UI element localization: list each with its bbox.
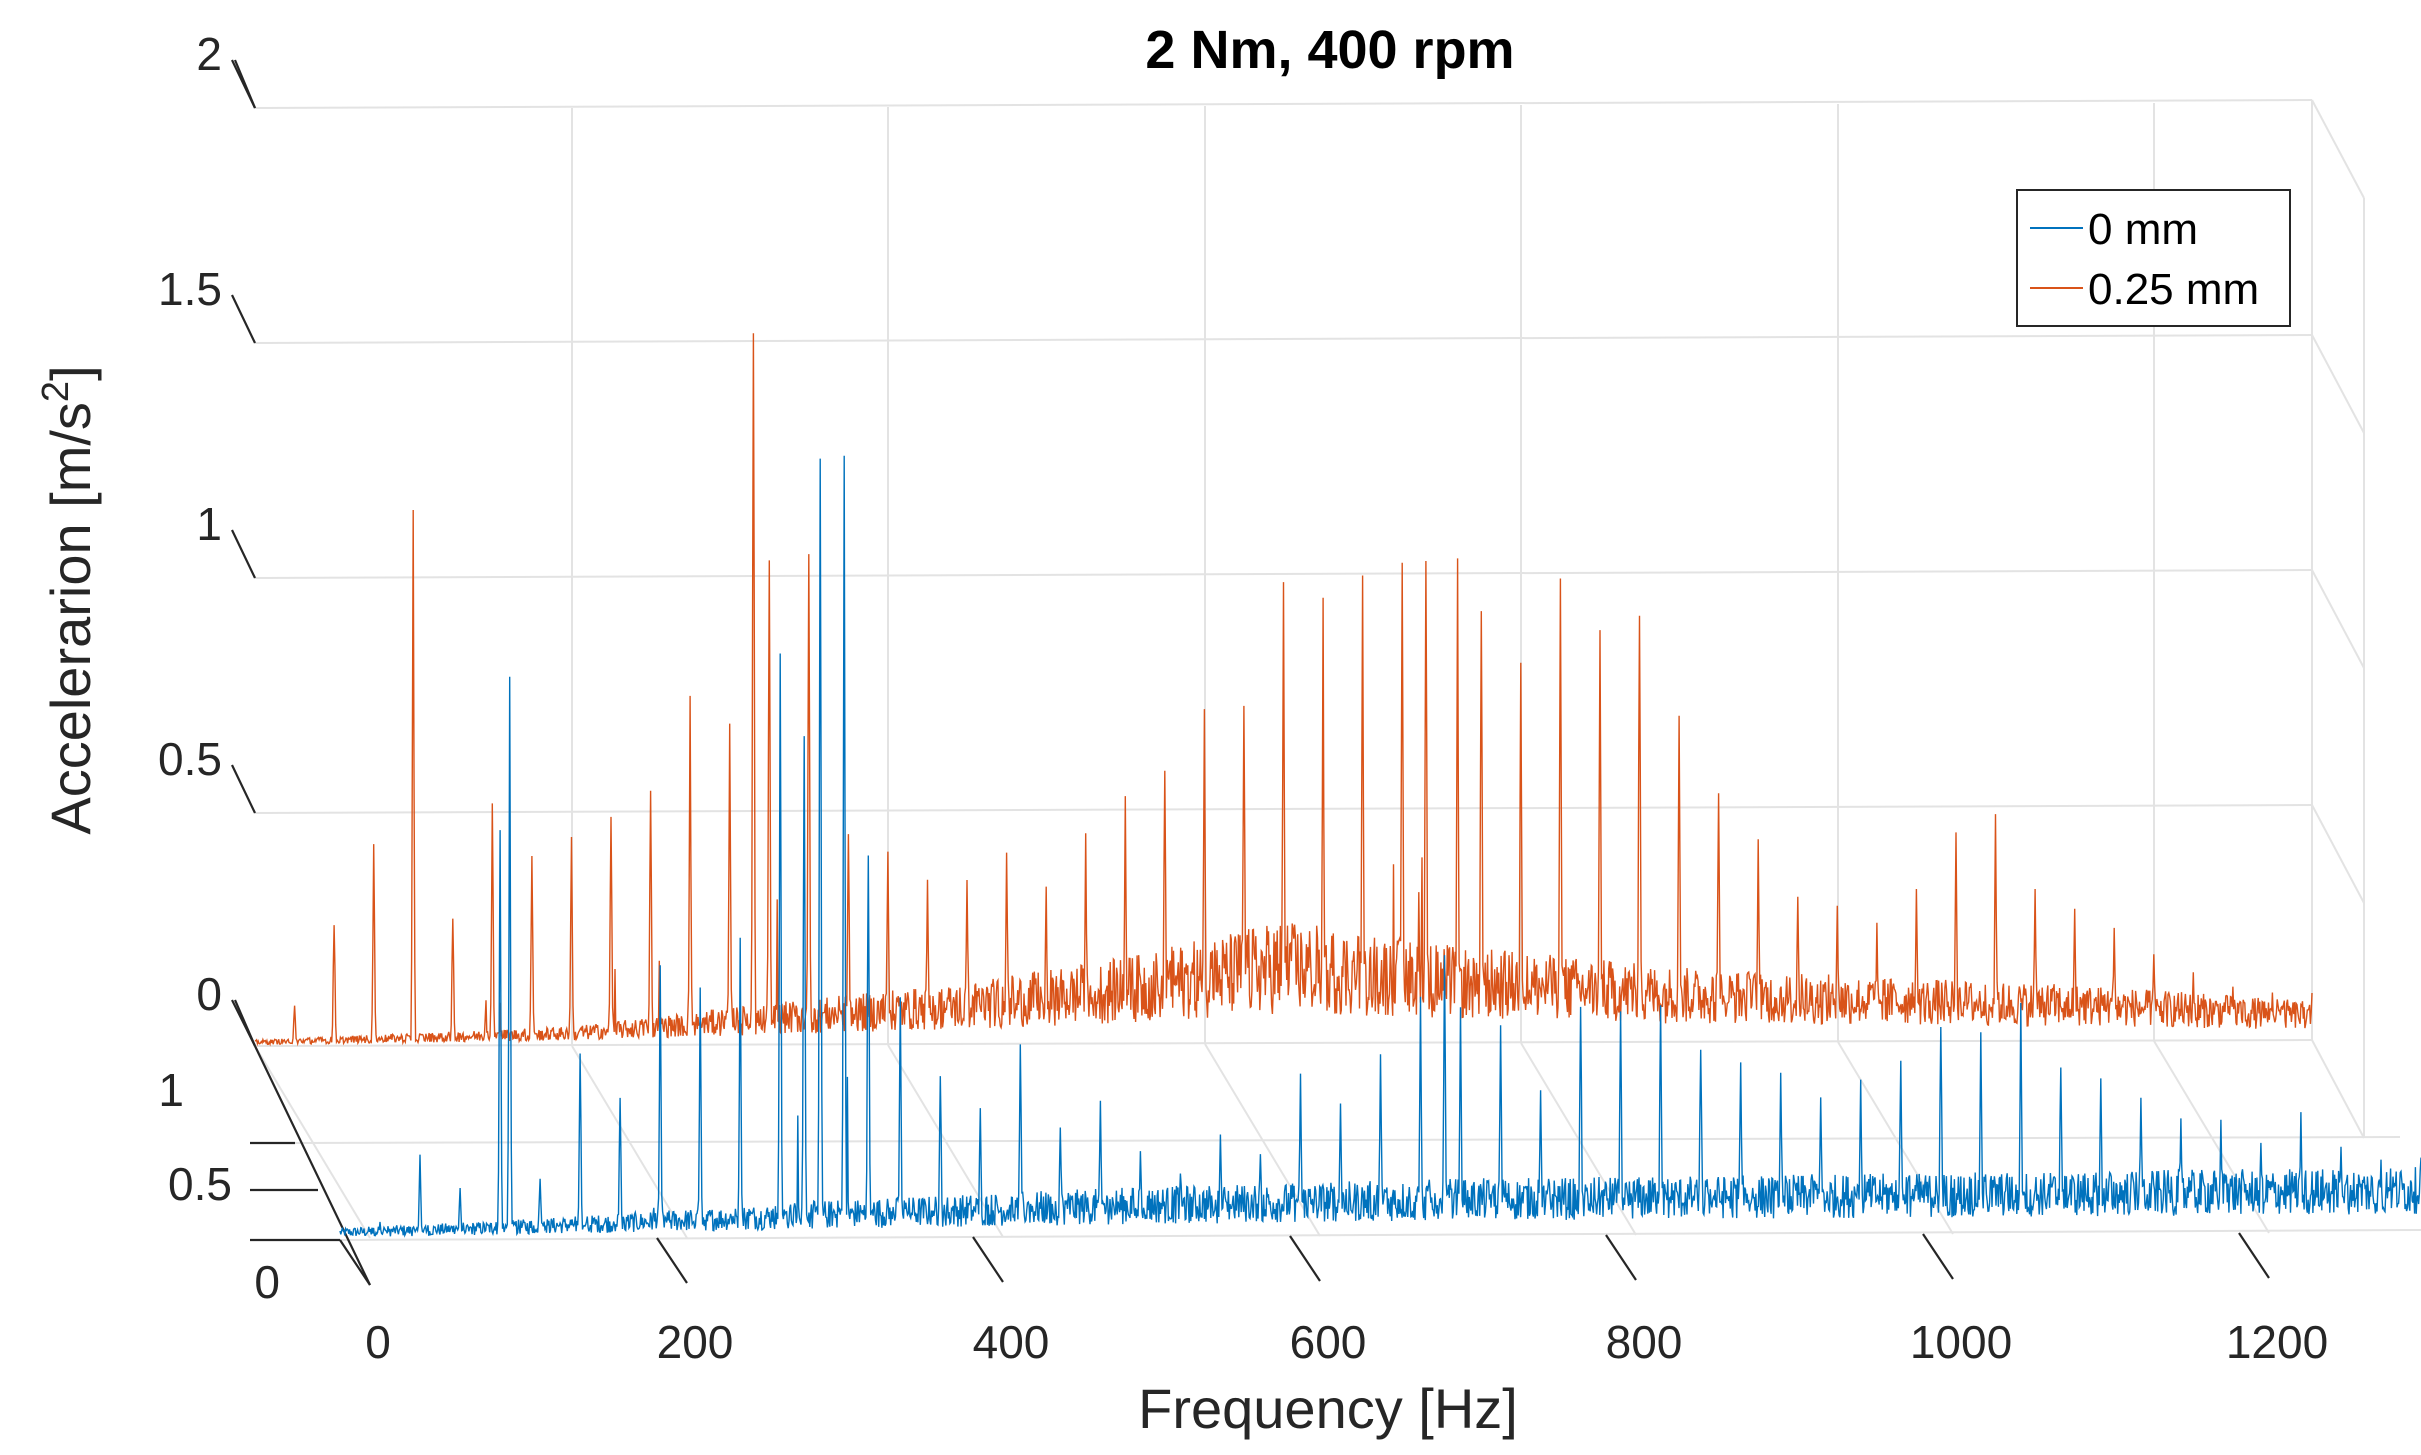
z-tick-label-1.5: 1.5 — [158, 263, 222, 315]
depth-tick-label-0: 0 — [254, 1256, 280, 1308]
series-line-0.25mm — [254, 333, 2313, 1047]
z-tick-label-0.5: 0.5 — [158, 733, 222, 785]
y-axis-title-end: ] — [39, 365, 102, 381]
z-tick-2 — [231, 59, 256, 109]
series-line-0mm — [339, 455, 2421, 1238]
x-tick-0 — [339, 1239, 371, 1286]
z-tick-label-0: 0 — [196, 968, 222, 1020]
back-gridline-z0 — [254, 1039, 2313, 1047]
x-tick-800 — [1605, 1234, 1637, 1281]
x-tick-1000 — [1922, 1233, 1954, 1280]
x-axis-title: Frequency [Hz] — [1138, 1377, 1518, 1440]
series-layer — [254, 333, 2421, 1238]
label-layer: 2 1.5 1 0.5 0 1 0.5 0 0 200 400 600 800 … — [35, 20, 2328, 1440]
y-axis-title-main: Accelerarion [m/s — [39, 402, 102, 835]
x-tick-label-0: 0 — [365, 1316, 391, 1368]
z-tick-label-2: 2 — [196, 28, 222, 80]
chart-title: 2 Nm, 400 rpm — [1145, 20, 1514, 80]
x-tick-label-1000: 1000 — [1910, 1316, 2012, 1368]
side-edge-z0 — [2311, 1039, 2365, 1139]
floor-mid-edge — [294, 1136, 2401, 1144]
side-edge-z15 — [2311, 334, 2365, 434]
side-edge-top — [2311, 99, 2365, 199]
x-tick-label-1200: 1200 — [2226, 1316, 2328, 1368]
back-gridline-z1 — [254, 569, 2313, 579]
legend-label-0.25mm: 0.25 mm — [2088, 265, 2259, 314]
x-tick-1200 — [2238, 1232, 2270, 1279]
depth-tick-label-0.5: 0.5 — [168, 1158, 232, 1210]
z-tick-1 — [231, 529, 256, 579]
x-tick-label-200: 200 — [657, 1316, 734, 1368]
x-tick-label-800: 800 — [1606, 1316, 1683, 1368]
y-axis-title-sup: 2 — [35, 381, 77, 402]
depth-tick-label-1: 1 — [158, 1064, 184, 1116]
x-tick-200 — [656, 1237, 688, 1284]
x-tick-label-600: 600 — [1290, 1316, 1367, 1368]
back-gridline-z15 — [254, 334, 2313, 344]
z-tick-label-1: 1 — [196, 498, 222, 550]
z-tick-05 — [231, 764, 256, 814]
y-axis-title: Accelerarion [m/s2] — [35, 365, 102, 834]
axis-layer — [231, 59, 2270, 1286]
x-tick-400 — [972, 1236, 1004, 1283]
legend: 0 mm 0.25 mm — [2016, 189, 2291, 327]
legend-label-0mm: 0 mm — [2088, 205, 2198, 254]
side-edge-z05 — [2311, 804, 2365, 904]
z-tick-15 — [231, 294, 256, 344]
legend-box — [2016, 189, 2291, 327]
depth-axis-line — [254, 1045, 371, 1286]
x-tick-label-400: 400 — [973, 1316, 1050, 1368]
back-gridline-z05 — [254, 804, 2313, 814]
z-tick-0 — [231, 999, 256, 1047]
side-edge-mid — [2311, 569, 2365, 669]
floor-front-edge — [339, 1229, 2421, 1241]
x-tick-600 — [1289, 1235, 1321, 1282]
back-gridline-z2 — [254, 99, 2313, 109]
